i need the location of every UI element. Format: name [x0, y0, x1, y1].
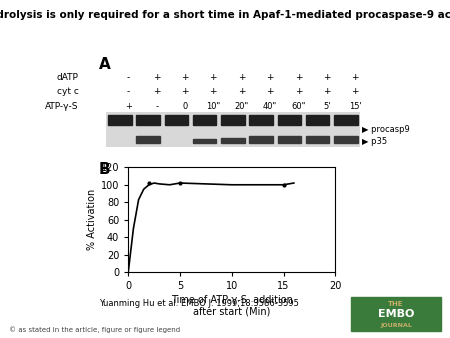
- Text: +: +: [238, 87, 245, 96]
- X-axis label: Time of ATP-γ-S  addition
after start (Min): Time of ATP-γ-S addition after start (Mi…: [171, 295, 292, 317]
- Text: +: +: [323, 73, 330, 82]
- Text: +: +: [266, 87, 274, 96]
- Text: dATP: dATP: [57, 73, 79, 82]
- Bar: [193, 115, 216, 125]
- Text: cyt c: cyt c: [57, 87, 79, 96]
- Text: +: +: [295, 73, 302, 82]
- Text: +: +: [351, 87, 359, 96]
- Bar: [334, 137, 358, 143]
- Text: +: +: [295, 87, 302, 96]
- Text: 10": 10": [206, 102, 220, 111]
- Text: +: +: [210, 87, 217, 96]
- Text: JOURNAL: JOURNAL: [380, 323, 412, 328]
- Text: -: -: [126, 73, 130, 82]
- Text: B: B: [99, 162, 111, 177]
- Bar: [249, 115, 273, 125]
- Text: +: +: [210, 73, 217, 82]
- Text: +: +: [181, 87, 189, 96]
- Text: A: A: [99, 57, 111, 72]
- Text: -: -: [155, 102, 158, 111]
- Text: ▶ procasp9: ▶ procasp9: [362, 125, 410, 134]
- Bar: [221, 138, 245, 143]
- Text: 0: 0: [182, 102, 188, 111]
- Text: +: +: [351, 73, 359, 82]
- Text: THE: THE: [388, 301, 404, 307]
- Bar: [278, 137, 301, 143]
- Text: 5': 5': [323, 102, 330, 111]
- Bar: [306, 137, 329, 143]
- Text: 15': 15': [349, 102, 361, 111]
- Text: +: +: [266, 73, 274, 82]
- Bar: [136, 137, 160, 143]
- Text: 40": 40": [263, 102, 277, 111]
- Text: ATP-γ-S: ATP-γ-S: [45, 102, 79, 111]
- Bar: [136, 115, 160, 125]
- Text: +: +: [125, 102, 132, 111]
- Bar: [165, 115, 188, 125]
- Text: ▶ p35: ▶ p35: [362, 137, 387, 146]
- Bar: [108, 115, 132, 125]
- Bar: [193, 139, 216, 143]
- Bar: [249, 137, 273, 143]
- Bar: [278, 115, 301, 125]
- Text: Yuanming Hu et al. EMBO J. 1999;18:3586-3595: Yuanming Hu et al. EMBO J. 1999;18:3586-…: [99, 299, 299, 308]
- Text: +: +: [153, 73, 160, 82]
- Text: +: +: [153, 87, 160, 96]
- Text: 60": 60": [291, 102, 306, 111]
- Text: +: +: [238, 73, 245, 82]
- Text: dATP hydrolysis is only required for a short time in Apaf-1-mediated procaspase-: dATP hydrolysis is only required for a s…: [0, 10, 450, 20]
- Y-axis label: % Activation: % Activation: [86, 189, 97, 250]
- Text: +: +: [181, 73, 189, 82]
- Text: EMBO: EMBO: [378, 309, 414, 319]
- Bar: [306, 115, 329, 125]
- Text: © as stated in the article, figure or figure legend: © as stated in the article, figure or fi…: [9, 326, 180, 333]
- Bar: [334, 115, 358, 125]
- Text: +: +: [323, 87, 330, 96]
- Text: -: -: [126, 87, 130, 96]
- Text: 20": 20": [234, 102, 249, 111]
- Bar: [221, 115, 245, 125]
